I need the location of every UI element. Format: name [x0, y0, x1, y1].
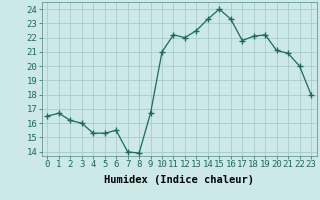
X-axis label: Humidex (Indice chaleur): Humidex (Indice chaleur) — [104, 175, 254, 185]
